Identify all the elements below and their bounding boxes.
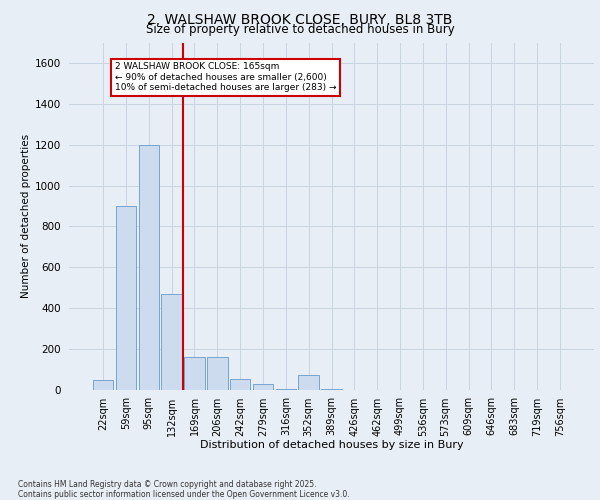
Bar <box>207 358 227 390</box>
Bar <box>161 294 182 390</box>
Text: 2 WALSHAW BROOK CLOSE: 165sqm
← 90% of detached houses are smaller (2,600)
10% o: 2 WALSHAW BROOK CLOSE: 165sqm ← 90% of d… <box>115 62 336 92</box>
Y-axis label: Number of detached properties: Number of detached properties <box>21 134 31 298</box>
Bar <box>116 206 136 390</box>
Bar <box>298 374 319 390</box>
X-axis label: Distribution of detached houses by size in Bury: Distribution of detached houses by size … <box>200 440 463 450</box>
Bar <box>184 358 205 390</box>
Bar <box>93 380 113 390</box>
Bar <box>230 379 250 390</box>
Bar <box>253 384 273 390</box>
Text: Contains HM Land Registry data © Crown copyright and database right 2025.
Contai: Contains HM Land Registry data © Crown c… <box>18 480 350 499</box>
Bar <box>139 144 159 390</box>
Bar <box>275 389 296 390</box>
Text: Size of property relative to detached houses in Bury: Size of property relative to detached ho… <box>146 24 454 36</box>
Text: 2, WALSHAW BROOK CLOSE, BURY, BL8 3TB: 2, WALSHAW BROOK CLOSE, BURY, BL8 3TB <box>148 12 452 26</box>
Bar <box>321 389 342 390</box>
